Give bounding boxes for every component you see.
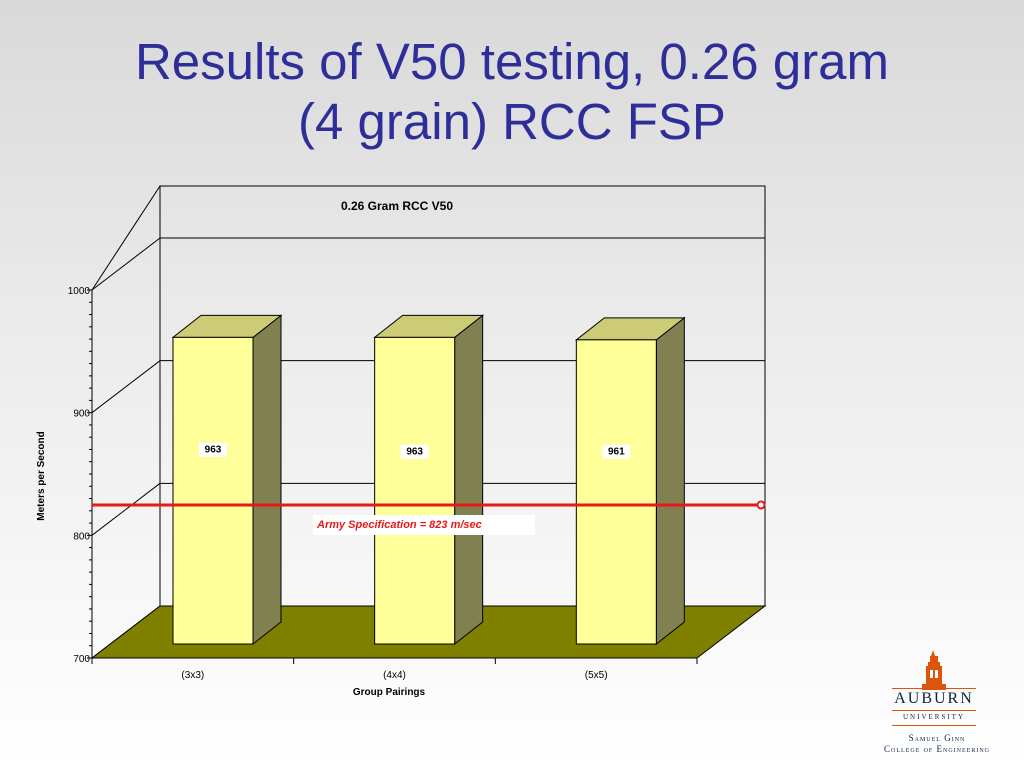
logo-college-line1: Samuel Ginn <box>908 733 966 743</box>
reference-line-label: Army Specification = 823 m/sec <box>316 519 482 531</box>
bar-side <box>655 316 685 646</box>
y-tick-label: 900 <box>73 409 90 420</box>
data-label: 961 <box>608 447 625 458</box>
slide-title-line2: (4 grain) RCC FSP <box>298 93 726 150</box>
data-label-box <box>602 444 631 459</box>
logo-rule-bottom <box>892 725 976 726</box>
x-tick-label: (5x5) <box>585 670 608 681</box>
bar-side <box>252 314 282 646</box>
chart-title: 0.26 Gram RCC V50 <box>341 199 453 213</box>
data-label-box <box>198 442 227 457</box>
gridline-side <box>91 482 161 536</box>
data-label: 963 <box>205 445 222 456</box>
slide-title-line1: Results of V50 testing, 0.26 gram <box>134 33 890 90</box>
bar <box>575 339 657 645</box>
bar-side <box>454 314 484 646</box>
data-label: 963 <box>406 447 423 458</box>
logo-university-text: UNIVERSITY <box>903 713 965 721</box>
gridline-side <box>91 237 161 291</box>
auburn-logo: AUBURN UNIVERSITY Samuel Ginn College of… <box>862 646 1012 756</box>
logo-rule-top <box>892 688 976 689</box>
bar <box>172 336 254 645</box>
x-tick-label: (4x4) <box>383 670 406 681</box>
gridline-side <box>91 360 161 414</box>
y-axis-title: Meters per Second <box>36 431 47 520</box>
y-tick-label: 700 <box>73 654 90 665</box>
y-tick-label: 1000 <box>68 286 91 297</box>
data-label-box <box>400 444 429 459</box>
logo-auburn-text: AUBURN <box>894 690 974 707</box>
side-wall-top-edge <box>91 185 161 291</box>
bar <box>374 336 456 645</box>
reference-line-marker <box>756 500 766 510</box>
x-tick-label: (3x3) <box>181 670 204 681</box>
x-axis-title: Group Pairings <box>353 687 426 698</box>
logo-rule-mid <box>892 710 976 711</box>
slide-title: Results of V50 testing, 0.26 gram (4 gra… <box>40 32 984 152</box>
tower-icon <box>922 650 946 690</box>
reference-label-box <box>313 515 535 535</box>
logo-college-line2: College of Engineering <box>884 744 990 754</box>
y-tick-label: 800 <box>73 531 90 542</box>
